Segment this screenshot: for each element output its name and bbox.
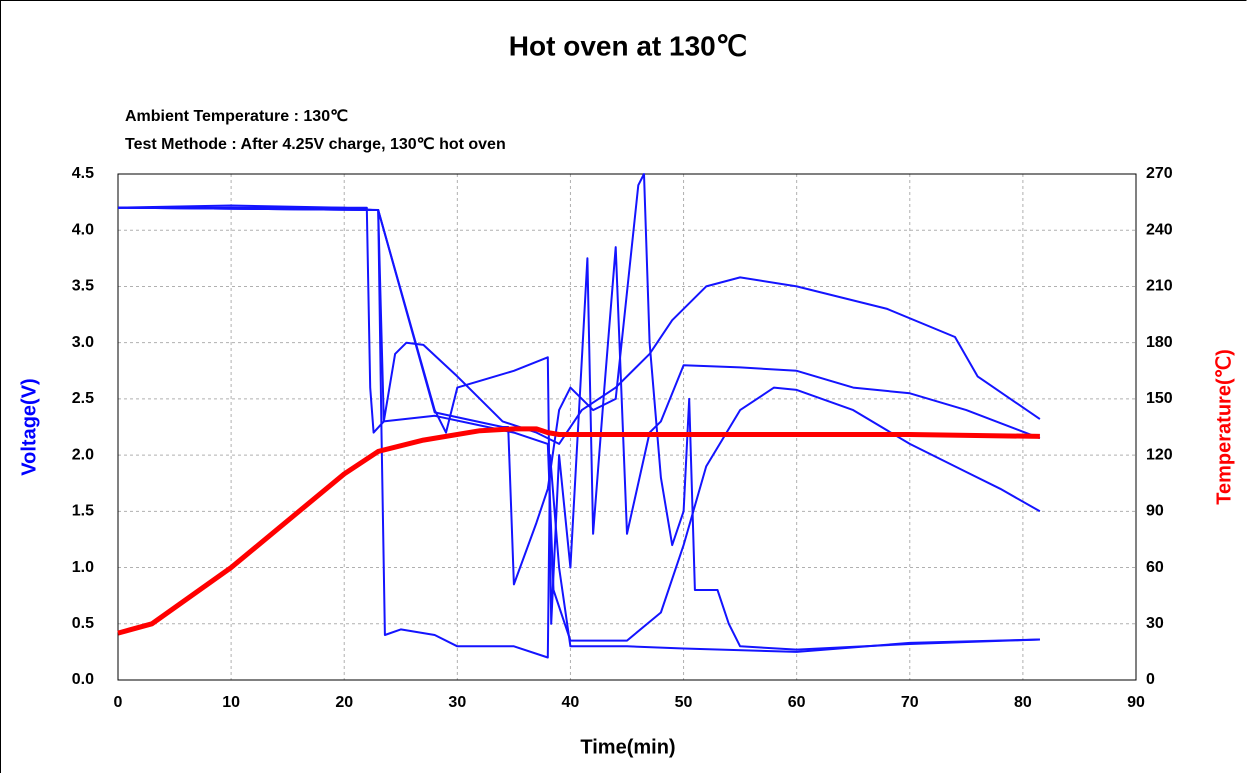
y2-tick-label: 90 [1146, 503, 1164, 520]
y-axis-title: Voltage(V) [18, 378, 40, 475]
x-tick-label: 60 [788, 694, 806, 711]
y2-tick-label: 120 [1146, 446, 1173, 463]
voltage-line [117, 204, 1040, 659]
y2-tick-label: 180 [1146, 334, 1173, 351]
y-tick-label: 1.5 [72, 503, 94, 520]
y2-tick-label: 0 [1146, 671, 1155, 688]
x-tick-label: 80 [1014, 694, 1032, 711]
y-tick-label: 1.0 [72, 559, 94, 576]
voltage-line [117, 173, 1040, 651]
y2-tick-label: 30 [1146, 615, 1164, 632]
y-tick-label: 2.0 [72, 446, 94, 463]
x-tick-label: 50 [675, 694, 693, 711]
y2-axis-title: Temperature(℃) [1213, 349, 1235, 504]
y2-tick-label: 60 [1146, 559, 1164, 576]
y-tick-label: 4.5 [72, 165, 94, 182]
voltage-line [118, 206, 1041, 445]
y-tick-label: 3.5 [72, 278, 94, 295]
annotation: Ambient Temperature : 130℃ [125, 108, 348, 125]
y2-tick-label: 270 [1146, 165, 1173, 182]
voltage-line [117, 206, 1041, 642]
y2-tick-label: 150 [1146, 390, 1173, 407]
y2-tick-label: 240 [1146, 221, 1173, 238]
x-axis-title: Time(min) [580, 736, 675, 758]
annotation: Test Methode : After 4.25V charge, 130℃ … [125, 136, 506, 153]
temperature-line [117, 426, 1040, 636]
plot-frame [117, 173, 1137, 681]
x-tick-label: 0 [114, 694, 123, 711]
x-tick-label: 30 [448, 694, 466, 711]
y-tick-label: 3.0 [72, 334, 94, 351]
y2-tick-label: 210 [1146, 278, 1173, 295]
x-tick-label: 90 [1127, 694, 1145, 711]
y-tick-label: 0.0 [72, 671, 94, 688]
x-tick-label: 40 [562, 694, 580, 711]
x-tick-label: 20 [335, 694, 353, 711]
y-tick-label: 2.5 [72, 390, 94, 407]
x-tick-label: 70 [901, 694, 919, 711]
y-tick-label: 0.5 [72, 615, 94, 632]
x-tick-label: 10 [222, 694, 240, 711]
y-tick-label: 4.0 [72, 221, 94, 238]
voltage-line [117, 206, 1041, 625]
chart-title: Hot oven at 130℃ [509, 30, 747, 61]
